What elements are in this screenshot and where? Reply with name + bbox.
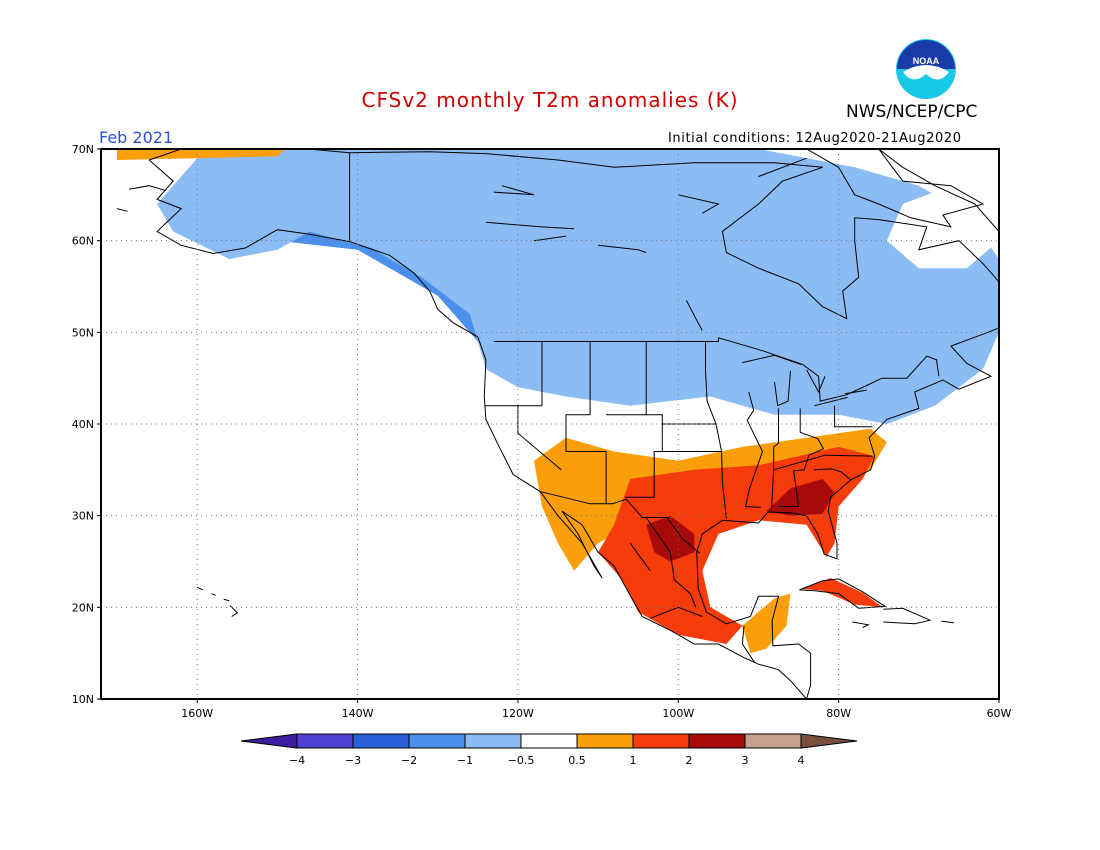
coast-line-41 [485,221,575,230]
coast-line-36 [742,354,802,365]
longitude-labels: 160W 140W 120W 100W 80W 60W [181,699,1012,720]
lon-label-140W: 140W [342,707,374,720]
anomaly-region-alaska-southern-rim-cold [157,149,999,424]
lat-label-50N: 50N [72,326,94,339]
coast-line-29 [650,606,703,619]
coast-line-0 [148,159,807,699]
coast-line-40 [845,389,867,395]
coast-line-33 [211,593,216,596]
coast-line-18 [744,391,764,508]
lat-label-70N: 70N [72,143,94,156]
coast-line-2 [806,149,985,228]
coast-line-9 [493,337,940,402]
coast-line-39 [814,396,848,407]
lat-label-60N: 60N [72,235,94,248]
colorbar-bin [464,733,522,749]
coast-line-47 [677,149,686,150]
colorbar-bin [576,733,634,749]
noaa-logo-text: NOAA [913,56,940,66]
colorbar-label: −1 [457,754,473,767]
colorbar-bin [408,733,466,749]
coast-line-12 [565,341,607,504]
coast-line-46 [533,235,567,242]
coast-line-37 [774,370,791,407]
colorbar-label: −2 [401,754,417,767]
noaa-logo: NOAA [896,39,956,99]
coast-line-31 [116,208,128,212]
coast-line-44 [685,300,703,331]
coast-line-6 [852,621,870,628]
colorbar-label: 2 [686,754,693,767]
coast-line-32 [196,586,204,591]
coastlines-and-borders [116,149,999,699]
colorbar-high-arrow [800,733,858,749]
lat-label-40N: 40N [72,418,94,431]
lon-label-100W: 100W [662,707,694,720]
coast-line-43 [598,244,647,254]
coast-line-10 [541,491,701,554]
initial-conditions-label: Initial conditions: 12Aug2020-21Aug2020 [668,131,962,146]
colorbar-bin [744,733,802,749]
colorbar-bin [296,733,354,749]
coast-line-26 [645,517,697,608]
coast-line-23 [773,454,873,471]
anomaly-region-central-america-weak-warm [742,593,791,654]
coast-line-35 [229,605,239,617]
graticule [101,149,999,699]
coast-line-1 [148,149,999,699]
anomaly-shading [117,149,999,654]
lon-label-60W: 60W [987,707,1012,720]
colorbar-label: −4 [289,754,305,767]
colorbar-bin [632,733,690,749]
colorbar-label: −0.5 [508,754,535,767]
anomaly-region-greenland-neutral [886,185,999,269]
coast-line-45 [678,194,720,214]
coast-line-19 [770,408,779,513]
colorbar-label: 4 [798,754,805,767]
lat-label-20N: 20N [72,601,94,614]
coast-line-5 [883,607,932,625]
coast-line-22 [813,468,852,481]
latitude-labels: 70N 60N 50N 40N 30N 20N 10N [72,143,101,706]
colorbar-low-arrow [240,733,298,749]
coast-line-27 [629,542,651,571]
anomaly-region-mexico-strong-warm [646,515,695,562]
coast-line-42 [493,185,535,196]
colorbar-label: 1 [630,754,637,767]
coast-line-4 [799,578,887,609]
anomaly-region-arctic-coast-weak-warm [117,149,286,160]
coast-line-21 [834,405,873,428]
lon-label-80W: 80W [826,707,851,720]
colorbar-bin [520,733,578,749]
coast-line-34 [223,598,230,602]
coast-line-7 [941,620,955,624]
lat-label-30N: 30N [72,510,94,523]
lon-label-120W: 120W [502,707,534,720]
colorbar-label: −3 [345,754,361,767]
coast-line-25 [484,405,562,471]
colorbar-bin [688,733,746,749]
coast-line-30 [129,185,166,191]
coast-line-48 [758,157,807,177]
colorbar-bin [352,733,410,749]
coast-line-3 [878,149,999,232]
coast-line-20 [777,408,825,507]
colorbar-label: 3 [742,754,749,767]
forecast-month: Feb 2021 [99,128,174,147]
agency-label: NWS/NCEP/CPC [846,102,978,122]
anomaly-region-cuba-warm [802,578,883,608]
map-title: CFSv2 monthly T2m anomalies (K) [361,88,739,112]
colorbar: −4 −3 −2 −1 −0.5 0.5 1 2 3 4 [240,733,858,767]
colorbar-label: 0.5 [568,754,586,767]
lon-label-160W: 160W [181,707,213,720]
coast-line-38 [806,369,826,394]
coast-line-28 [741,625,755,663]
lat-label-10N: 10N [72,693,94,706]
